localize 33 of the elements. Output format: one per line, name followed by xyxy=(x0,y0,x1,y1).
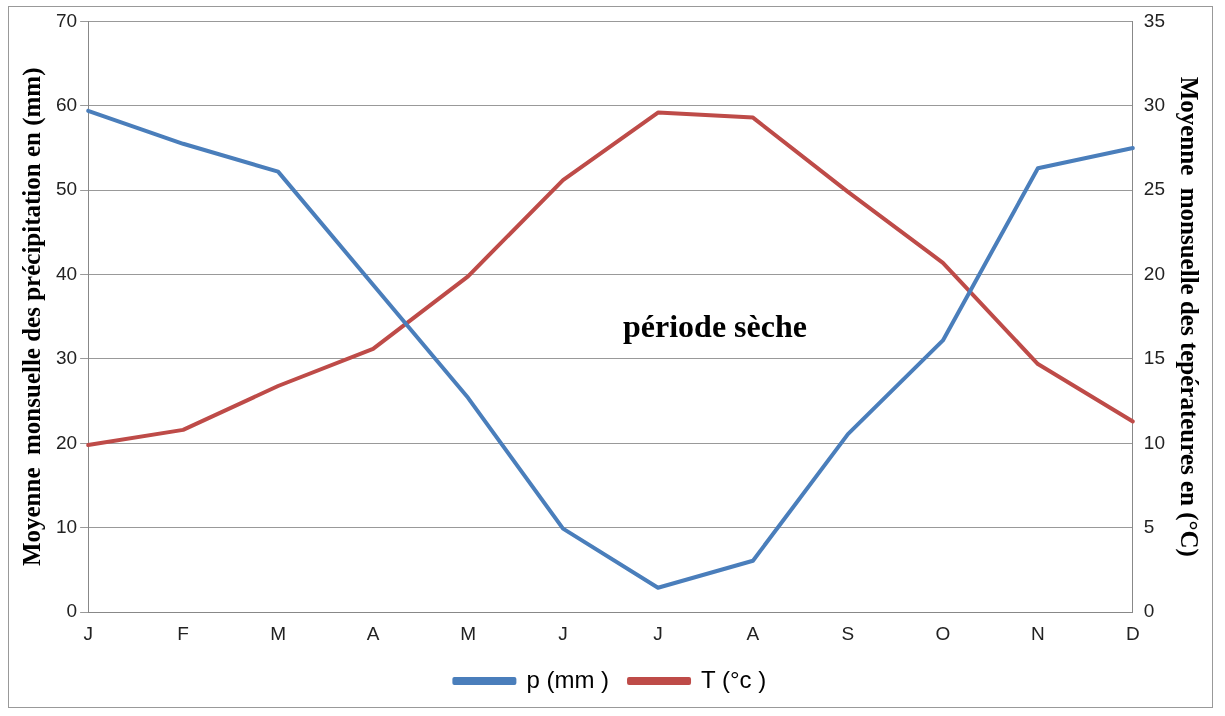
y2-axis-title: Moyenne monsuelle des tepérateures en (°C) xyxy=(1174,76,1203,557)
x-tick-label: M xyxy=(270,622,286,644)
y-tick-label: 70 xyxy=(55,9,78,31)
x-tick-label: O xyxy=(935,622,951,644)
y2-tick-label: 25 xyxy=(1143,178,1166,200)
y-tick-label: 10 xyxy=(55,516,78,538)
x-tick-label: M xyxy=(460,622,476,644)
legend-label: T (°c ) xyxy=(701,665,767,693)
x-tick-label: J xyxy=(558,622,568,644)
y-tick-label: 20 xyxy=(55,431,78,453)
y2-tick-label: 20 xyxy=(1143,262,1166,284)
y-tick-label: 30 xyxy=(55,347,78,369)
x-tick-label: D xyxy=(1126,622,1140,644)
x-tick-label: S xyxy=(841,622,855,644)
x-tick-label: J xyxy=(83,622,93,644)
x-tick-label: N xyxy=(1031,622,1045,644)
x-tick-label: J xyxy=(653,622,663,644)
x-tick-label: F xyxy=(177,622,189,644)
x-tick-label: A xyxy=(746,622,760,644)
y-tick-label: 60 xyxy=(55,94,78,116)
y-tick-label: 40 xyxy=(55,262,78,284)
annotation: période sèche xyxy=(623,307,807,344)
y2-tick-label: 5 xyxy=(1143,516,1155,538)
y2-tick-label: 0 xyxy=(1143,600,1155,622)
y-axis-title: Moyenne monsuelle des précipitation en (mm) xyxy=(18,67,47,567)
y2-tick-label: 15 xyxy=(1143,347,1166,369)
y-tick-label: 0 xyxy=(66,600,78,622)
y2-tick-label: 30 xyxy=(1143,94,1166,116)
y2-tick-label: 10 xyxy=(1143,431,1166,453)
y-tick-label: 50 xyxy=(55,178,78,200)
legend-label: p (mm ) xyxy=(526,665,610,693)
y2-tick-label: 35 xyxy=(1143,9,1166,31)
x-tick-label: A xyxy=(366,622,380,644)
